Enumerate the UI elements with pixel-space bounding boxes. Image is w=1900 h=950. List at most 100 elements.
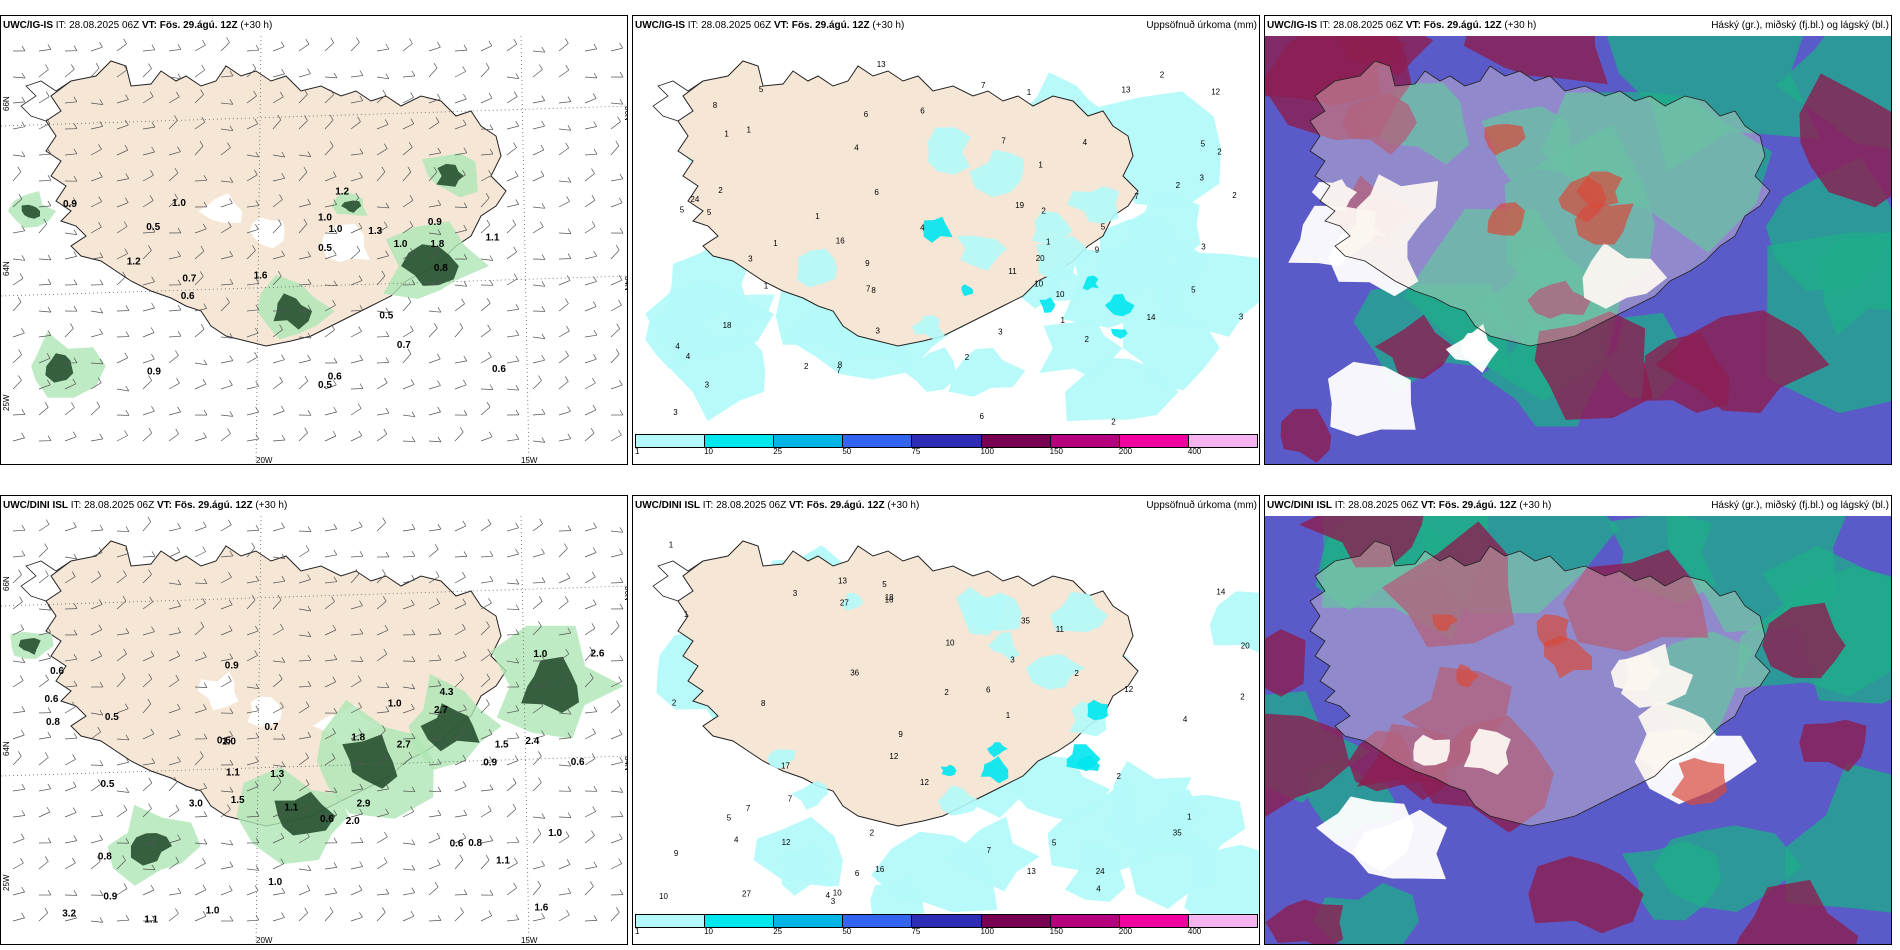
value-labels: 1151331119181342347731081095202412359621… bbox=[673, 60, 1244, 426]
header-vt-label: VT: bbox=[141, 20, 157, 31]
precip-area-inland bbox=[1046, 262, 1088, 301]
colorbar-swatch bbox=[704, 914, 775, 928]
value-label: 4 bbox=[920, 224, 925, 233]
precip-area bbox=[901, 347, 956, 392]
value-label: 1.6 bbox=[254, 270, 268, 281]
value-label: 16 bbox=[836, 236, 845, 245]
value-label: 0.6 bbox=[492, 364, 506, 375]
value-label: 36 bbox=[850, 668, 859, 677]
value-label: 18 bbox=[885, 593, 894, 602]
colorbar-tick: 75 bbox=[911, 927, 921, 936]
value-label: 2 bbox=[1041, 206, 1046, 215]
cloud-overlap-area bbox=[1484, 124, 1526, 156]
value-label: 3 bbox=[998, 328, 1003, 337]
cloud-low-area bbox=[1401, 666, 1512, 776]
cloud-low-area bbox=[1463, 36, 1608, 85]
colorbar-swatch bbox=[911, 434, 982, 448]
coast-detail bbox=[20, 80, 72, 122]
value-label: 1.0 bbox=[318, 213, 332, 224]
value-label: 2.9 bbox=[357, 799, 371, 810]
wind-shade-dark bbox=[21, 204, 40, 219]
cloud-low-area bbox=[1655, 310, 1830, 413]
glacier-area bbox=[198, 671, 239, 711]
value-label: 2 bbox=[1240, 693, 1245, 702]
value-label: 1.0 bbox=[388, 699, 402, 710]
value-label: 12 bbox=[920, 778, 929, 787]
value-label: 1.0 bbox=[394, 239, 408, 250]
value-label: 1.0 bbox=[222, 736, 236, 747]
value-label: 1 bbox=[1061, 316, 1066, 325]
value-label: 6 bbox=[874, 188, 879, 197]
value-label: 2 bbox=[804, 362, 809, 371]
value-label: 0.5 bbox=[379, 311, 393, 322]
value-label: 5 bbox=[759, 85, 764, 94]
precip-area-heavy bbox=[961, 284, 974, 297]
colorbar-tick: 200 bbox=[1118, 927, 1133, 936]
value-label: 1 bbox=[1187, 813, 1192, 822]
cloud-low-area bbox=[1265, 899, 1344, 944]
panel-header: UWC/IG-IS IT: 28.08.2025 06Z VT: Fös. 29… bbox=[1, 16, 627, 36]
value-label: 1.2 bbox=[335, 187, 349, 198]
colorbar-tick: 50 bbox=[842, 447, 852, 456]
value-label: 4 bbox=[734, 835, 739, 844]
map-cloud-dini bbox=[1265, 516, 1891, 944]
value-label: 2.7 bbox=[397, 739, 411, 750]
value-labels: 2.7 1.1 2.4 0.8 0.6 0.7 0.5 2.0 2.7 0.6 0.6 0.5 0.9 1… bbox=[45, 649, 605, 926]
panel-wind-ig: UWC/IG-IS IT: 28.08.2025 06Z VT: Fös. 29… bbox=[0, 15, 628, 465]
value-label: 14 bbox=[1147, 313, 1156, 322]
value-label: 7 bbox=[866, 285, 871, 294]
cloud-low-area bbox=[1280, 408, 1332, 463]
graticule bbox=[1, 516, 627, 944]
wind-shade-dark bbox=[342, 734, 398, 789]
clear-sky-area bbox=[1463, 728, 1511, 775]
value-label: 20 bbox=[1036, 254, 1045, 263]
lat-label: 66N bbox=[2, 96, 11, 111]
colorbar-tick: 25 bbox=[773, 927, 783, 936]
header-it-label: IT: bbox=[702, 500, 714, 511]
value-label: 0.9 bbox=[225, 660, 239, 671]
value-label: 1.3 bbox=[368, 226, 382, 237]
cloud-low-area bbox=[1527, 280, 1591, 319]
cloud-low-area bbox=[1342, 93, 1417, 155]
axis-labels: 66N 64N 25W 20W 15W 66N 64N bbox=[2, 96, 627, 464]
value-label: 1 bbox=[684, 610, 689, 619]
value-label: 0.7 bbox=[265, 722, 279, 733]
value-label: 9 bbox=[1095, 246, 1100, 255]
wind-shade-dark bbox=[274, 791, 336, 836]
header-it-label: IT: bbox=[55, 20, 67, 31]
value-label: 5 bbox=[727, 814, 732, 823]
header-it: 28.08.2025 06Z bbox=[84, 500, 155, 511]
value-label: 10 bbox=[833, 888, 842, 897]
value-label: 1.8 bbox=[351, 732, 365, 743]
value-label: 6 bbox=[986, 686, 991, 695]
header-field-title: Uppsöfnuð úrkoma (mm) bbox=[1146, 500, 1257, 511]
panel-wind-dini: UWC/DINI ISL IT: 28.08.2025 06Z VT: Fös.… bbox=[0, 495, 628, 945]
value-label: 6 bbox=[920, 107, 925, 116]
precip-area bbox=[777, 843, 833, 896]
value-label: 2 bbox=[1111, 418, 1116, 427]
header-vt: Fös. 29.ágú. 12Z bbox=[791, 20, 870, 31]
value-label: 4 bbox=[1096, 884, 1101, 893]
wind-shade-dark bbox=[45, 353, 74, 383]
precip-area-inland bbox=[728, 294, 776, 331]
header-vt-label: VT: bbox=[788, 500, 804, 511]
precip-colorbar: 1 10 25 50 75 100 150 200 400 bbox=[635, 914, 1258, 936]
value-label: 0.6 bbox=[50, 666, 64, 677]
value-label: 20 bbox=[1241, 642, 1250, 651]
colorbar-tick: 100 bbox=[980, 447, 994, 456]
value-label: 1 bbox=[815, 212, 820, 221]
header-field-title: Uppsöfnuð úrkoma (mm) bbox=[1146, 20, 1257, 31]
value-label: 2 bbox=[870, 829, 875, 838]
value-label: 3 bbox=[1201, 243, 1206, 252]
value-label: 2 bbox=[1176, 181, 1181, 190]
lat-label: 25W bbox=[2, 394, 11, 411]
value-label: 7 bbox=[1134, 192, 1139, 201]
colorbar-tick: 25 bbox=[773, 447, 783, 456]
value-label: 16 bbox=[875, 865, 884, 874]
wind-shade-dark bbox=[18, 638, 41, 655]
value-label: 1.0 bbox=[329, 224, 343, 235]
header-it: 28.08.2025 06Z bbox=[1333, 20, 1404, 31]
cloud-low-area bbox=[1381, 521, 1515, 648]
value-label: 35 bbox=[1173, 828, 1182, 837]
precip-area bbox=[871, 831, 998, 913]
